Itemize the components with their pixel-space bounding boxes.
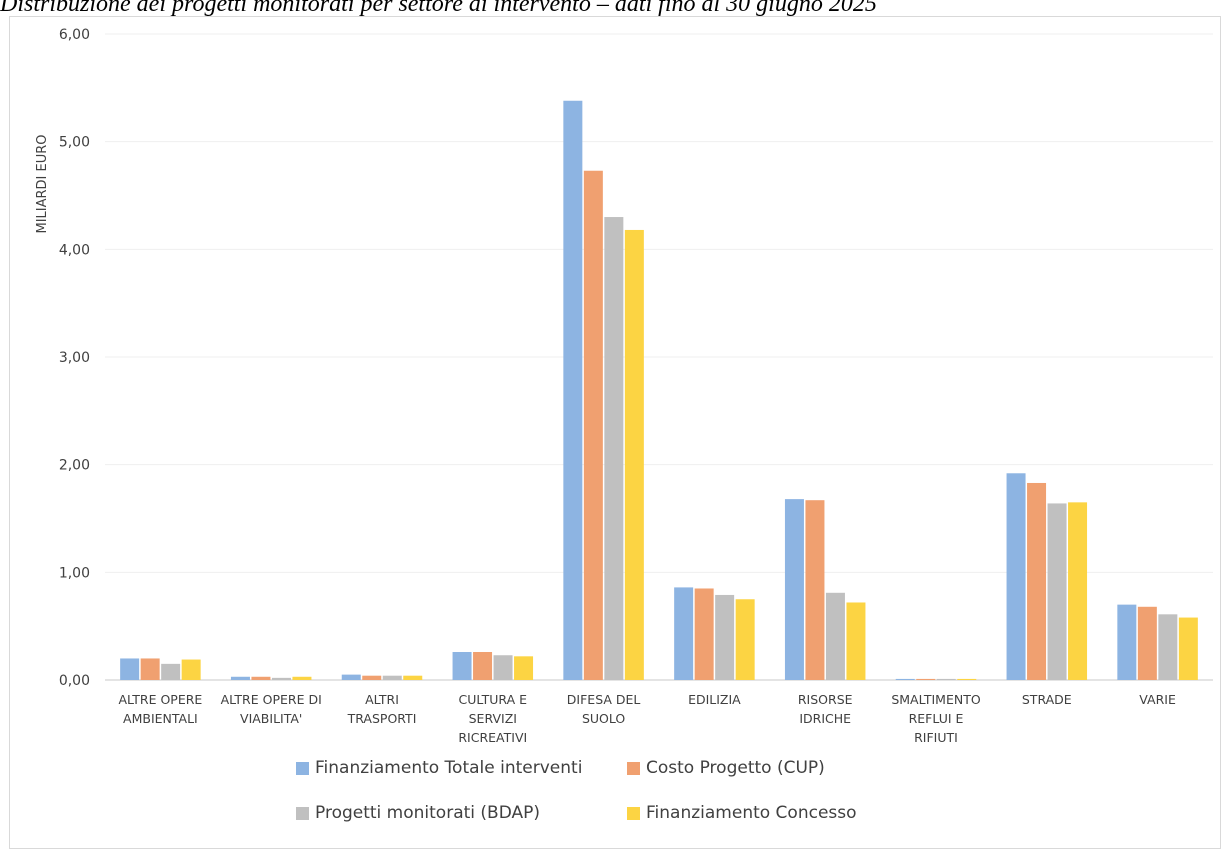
bar bbox=[1006, 473, 1026, 680]
bar bbox=[493, 655, 513, 680]
x-tick-label: SMALTIMENTO bbox=[891, 692, 981, 707]
bar bbox=[473, 652, 493, 680]
bar bbox=[292, 676, 312, 680]
bar bbox=[251, 676, 271, 680]
bar bbox=[181, 659, 201, 680]
x-tick-label: AMBIENTALI bbox=[123, 711, 198, 726]
x-tick-label: VARIE bbox=[1139, 692, 1176, 707]
x-tick-label: REFLUI E bbox=[909, 711, 964, 726]
x-tick-label: SUOLO bbox=[582, 711, 625, 726]
bar bbox=[825, 592, 845, 680]
x-tick-label: ALTRI bbox=[365, 692, 399, 707]
bar bbox=[563, 100, 583, 680]
bar bbox=[271, 677, 291, 680]
bar bbox=[846, 602, 866, 680]
bar bbox=[715, 594, 735, 680]
bar bbox=[936, 678, 956, 680]
bar bbox=[735, 599, 755, 680]
bar bbox=[674, 587, 694, 680]
bar bbox=[1117, 604, 1137, 680]
bar bbox=[514, 656, 534, 680]
bar bbox=[382, 675, 402, 680]
bar bbox=[805, 500, 825, 680]
bar bbox=[784, 499, 804, 680]
x-tick-label: SERVIZI bbox=[469, 711, 517, 726]
y-axis-label: MILIARDI EURO bbox=[35, 134, 50, 233]
bar bbox=[916, 678, 936, 680]
bar bbox=[1068, 502, 1088, 680]
bar bbox=[120, 658, 140, 680]
bar bbox=[1137, 606, 1157, 680]
x-tick-label: RICREATIVI bbox=[458, 730, 527, 745]
y-tick-label: 5,00 bbox=[59, 135, 90, 151]
bar bbox=[1158, 614, 1178, 680]
bar bbox=[1047, 503, 1067, 680]
y-tick-label: 3,00 bbox=[59, 350, 90, 366]
x-tick-label: ALTRE OPERE bbox=[118, 692, 202, 707]
x-tick-label: IDRICHE bbox=[799, 711, 851, 726]
bar bbox=[604, 217, 624, 681]
y-tick-label: 6,00 bbox=[59, 27, 90, 43]
y-tick-label: 4,00 bbox=[59, 242, 90, 258]
bar bbox=[403, 675, 423, 680]
x-tick-label: TRASPORTI bbox=[347, 711, 417, 726]
bar bbox=[230, 676, 250, 680]
bar bbox=[624, 229, 644, 680]
x-tick-label: EDILIZIA bbox=[688, 692, 741, 707]
bar bbox=[362, 675, 382, 680]
bar bbox=[341, 674, 361, 680]
bar bbox=[583, 170, 603, 680]
x-tick-label: STRADE bbox=[1022, 692, 1072, 707]
chart-title: Distribuzione dei progetti monitorati pe… bbox=[0, 0, 877, 17]
y-tick-label: 0,00 bbox=[59, 673, 90, 689]
x-tick-label: VIABILITA' bbox=[240, 711, 302, 726]
y-tick-label: 2,00 bbox=[59, 458, 90, 474]
x-tick-label: DIFESA DEL bbox=[567, 692, 641, 707]
bar bbox=[694, 588, 714, 680]
x-tick-label: RIFIUTI bbox=[914, 730, 958, 745]
bar bbox=[957, 678, 977, 680]
bar bbox=[1027, 482, 1047, 680]
x-tick-label: ALTRE OPERE DI bbox=[221, 692, 322, 707]
x-tick-label: CULTURA E bbox=[459, 692, 528, 707]
bar bbox=[895, 678, 915, 680]
x-tick-label: RISORSE bbox=[798, 692, 853, 707]
bar bbox=[161, 663, 181, 680]
bar bbox=[452, 652, 472, 680]
y-tick-label: 1,00 bbox=[59, 565, 90, 581]
bar bbox=[1178, 617, 1198, 680]
bar bbox=[140, 658, 160, 680]
